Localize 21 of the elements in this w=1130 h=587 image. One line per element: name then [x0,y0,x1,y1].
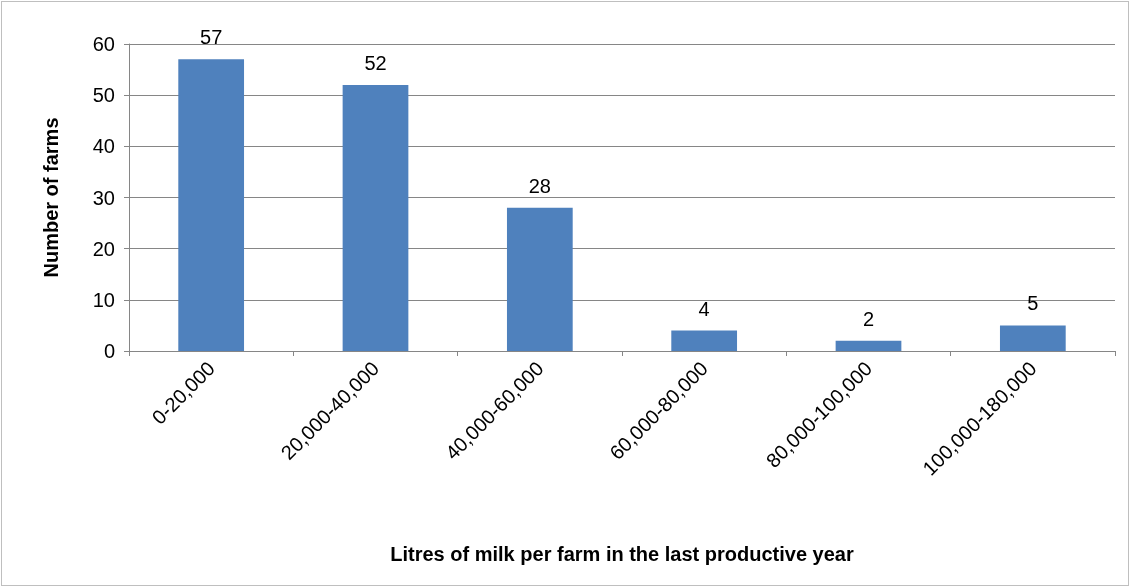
bar [835,340,902,351]
y-tick-label: 0 [103,340,115,362]
bar [506,207,573,351]
data-label: 2 [862,307,875,330]
bar [178,59,245,351]
data-label: 28 [528,174,551,197]
y-tick-label: 30 [92,186,115,209]
y-axis-title: Number of farms [40,117,62,278]
data-label: 5 [1027,292,1039,315]
y-tick-label: 50 [92,84,115,107]
bar [999,325,1066,351]
data-label: 52 [364,51,387,74]
y-tick-label: 10 [92,288,115,311]
data-label: 57 [200,26,223,49]
bar [342,84,409,351]
y-tick-label: 40 [92,135,115,158]
y-tick-label: 60 [92,33,115,55]
x-axis-title: Litres of milk per farm in the last productive year [390,543,854,565]
bar [671,330,738,351]
data-label: 4 [698,297,710,320]
y-tick-label: 20 [92,237,115,260]
